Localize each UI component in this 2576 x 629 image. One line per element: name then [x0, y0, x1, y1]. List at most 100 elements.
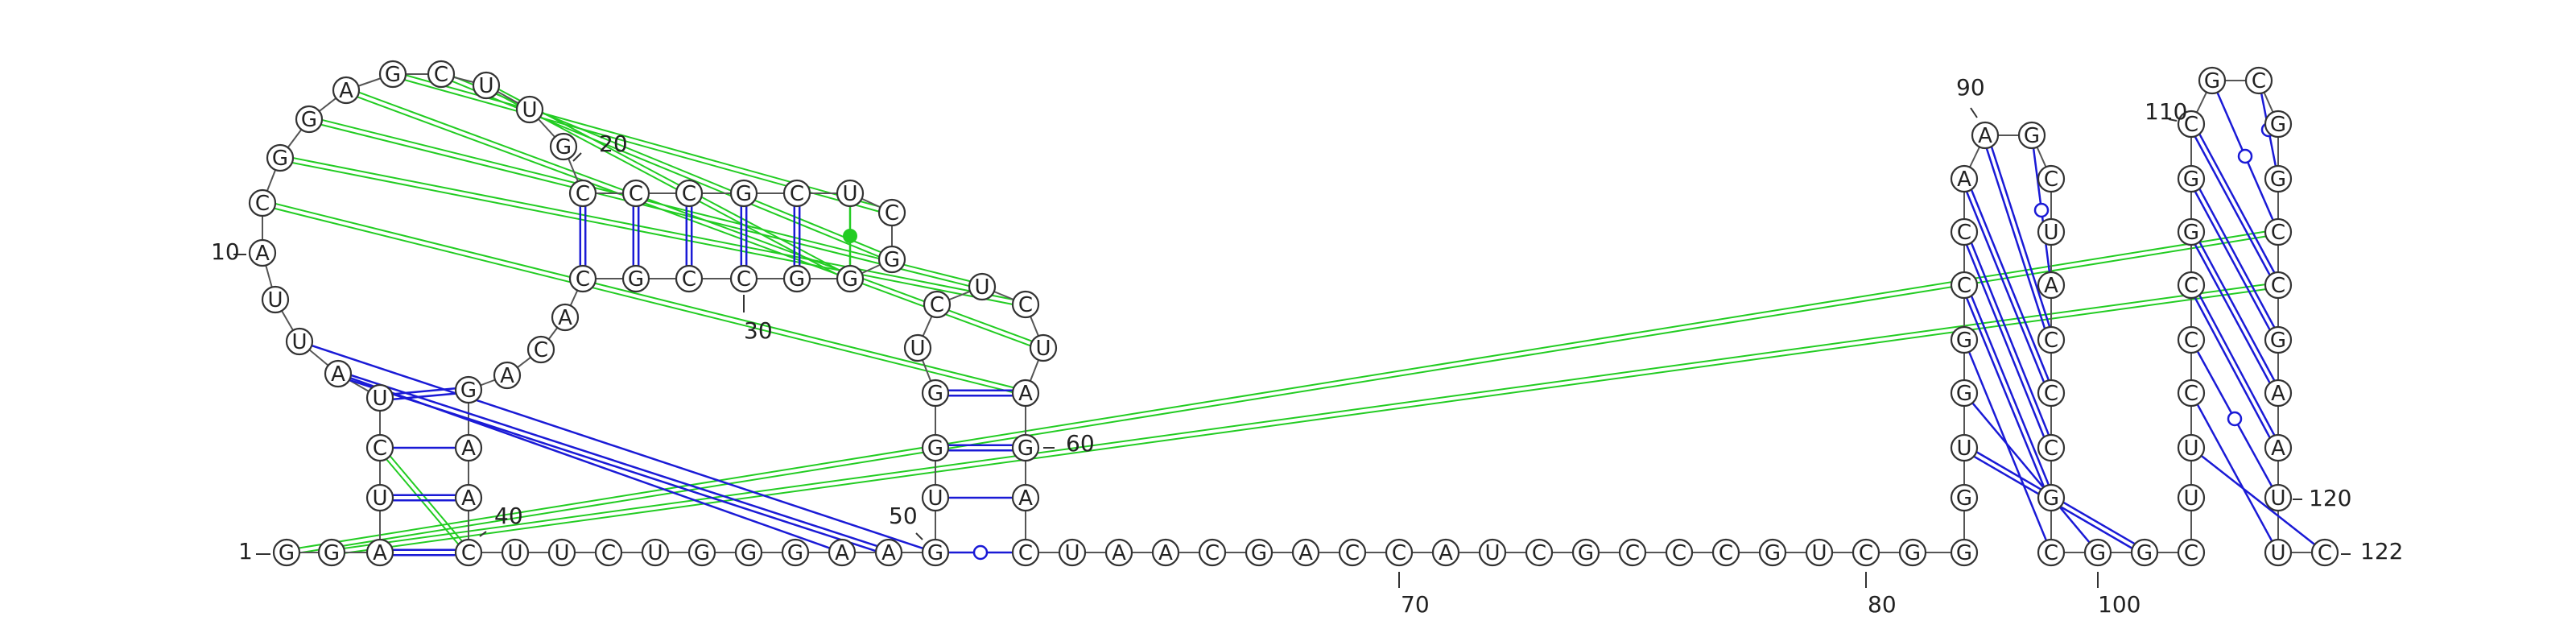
tertiary-interaction-line [299, 230, 2265, 549]
nucleotide: A [2037, 271, 2066, 300]
nucleotide-letter: U [478, 74, 493, 98]
nucleotide: A [2264, 379, 2293, 408]
nucleotide-circle [1385, 538, 1414, 567]
nucleotide-circle [248, 238, 277, 267]
nucleotide-letter: A [1018, 486, 1033, 511]
nucleotide: U [836, 179, 865, 208]
tertiary-interaction-line [344, 283, 2265, 549]
nucleotide-letter: U [974, 275, 989, 300]
nucleotide: G [549, 132, 578, 161]
nucleotide-letter: G [789, 267, 805, 292]
nucleotide-letter: G [324, 541, 340, 565]
nucleotide-letter: A [339, 79, 353, 103]
nucleotide-circle [2037, 483, 2066, 512]
nucleotide-circle [1478, 538, 1507, 567]
nucleotide-circle [836, 179, 865, 208]
nucleotide: C [2037, 538, 2066, 567]
nucleotide-circle [1431, 538, 1460, 567]
nucleotide-letter: G [1956, 541, 1972, 565]
nucleotide-letter: C [1345, 541, 1360, 565]
nucleotide-letter: U [842, 182, 857, 206]
base-pair-line [1970, 242, 2050, 436]
nucleotide-circle [1338, 538, 1367, 567]
nucleotide: G [921, 379, 950, 408]
nucleotide-letter: C [2184, 274, 2198, 298]
position-tick [1970, 107, 1978, 118]
nucleotide-circle [1950, 217, 1979, 246]
nucleotide-circle [594, 538, 623, 567]
nucleotide-circle [2177, 538, 2206, 567]
nucleotide-letter: C [2044, 541, 2058, 565]
nucleotide-letter: G [1018, 437, 1034, 461]
nucleotide: C [923, 290, 952, 319]
nucleotide-letter: U [1064, 541, 1080, 565]
position-label: 122 [2360, 538, 2403, 565]
nucleotide-letter: G [1956, 329, 1972, 353]
nucleotide-letter: C [434, 63, 448, 87]
nucleotide-circle [2037, 538, 2066, 567]
nucleotide-circle [2264, 538, 2293, 567]
nucleotide: G [729, 179, 758, 208]
nucleotide-letter: G [1956, 382, 1972, 406]
nucleotide: G [734, 538, 763, 567]
nucleotide: A [1151, 538, 1180, 567]
nucleotide-letter: U [372, 486, 387, 511]
nucleotide-letter: C [1957, 274, 1971, 298]
nucleotide-letter: C [1392, 541, 1406, 565]
nucleotide-circle [2264, 110, 2293, 139]
nucleotide: G [2198, 66, 2227, 95]
nucleotide: U [365, 383, 394, 412]
base-pair-line [2198, 295, 2276, 436]
nucleotide: C [782, 179, 811, 208]
nucleotide-circle [2083, 538, 2112, 567]
nucleotide-letter: G [741, 541, 757, 565]
base-pair-line [2200, 454, 2316, 546]
nucleotide: C [675, 179, 704, 208]
nucleotide: G [836, 264, 865, 293]
nucleotide-circle [2264, 271, 2293, 300]
nucleotide-letter: C [2184, 329, 2198, 353]
nucleotide-circle [427, 60, 456, 89]
nucleotide: U [1950, 433, 1979, 462]
position-label: 20 [599, 130, 628, 157]
nucleotide-letter: U [522, 98, 537, 122]
nucleotide: C [675, 264, 704, 293]
nucleotide: C [2177, 110, 2206, 139]
nucleotide: U [472, 71, 501, 100]
nucleotide: G [454, 375, 483, 404]
nucleotide: U [2177, 483, 2206, 512]
nucleotide-letter: A [1957, 168, 1971, 192]
nucleotide-letter: C [2318, 541, 2332, 565]
nucleotide-circle [1758, 538, 1787, 567]
nucleotide-circle [729, 179, 758, 208]
nucleotide-circle [1104, 538, 1133, 567]
nucleotide-letter: A [2271, 437, 2285, 461]
base-pair-line [1985, 147, 2046, 329]
nucleotide-letter: G [2270, 113, 2286, 137]
nucleotide-circle [365, 433, 394, 462]
nucleotide: A [551, 303, 580, 332]
nucleotide-letter: U [927, 486, 943, 511]
nucleotide-circle [515, 95, 544, 124]
nucleotide: U [1805, 538, 1834, 567]
position-label: 120 [2309, 485, 2351, 511]
nucleotide: C [594, 538, 623, 567]
nucleotide-letter: G [555, 135, 572, 159]
nucleotide: G [2264, 164, 2293, 193]
nucleotide: G [1898, 538, 1927, 567]
nucleotide-letter: A [835, 541, 849, 565]
nucleotide-letter: A [1112, 541, 1126, 565]
nucleotide: A [1104, 538, 1133, 567]
nucleotide: U [1478, 538, 1507, 567]
nucleotide-letter: U [291, 330, 307, 354]
nucleotide: G [2017, 121, 2046, 150]
nucleotide-letter: C [1205, 541, 1220, 565]
nucleotide-circle [2177, 271, 2206, 300]
nucleotide: A [1011, 379, 1040, 408]
nucleotide-letter: A [2044, 274, 2058, 298]
nucleotide: C [2177, 379, 2206, 408]
nucleotide-circle [828, 538, 857, 567]
nucleotide-circle [903, 333, 932, 362]
